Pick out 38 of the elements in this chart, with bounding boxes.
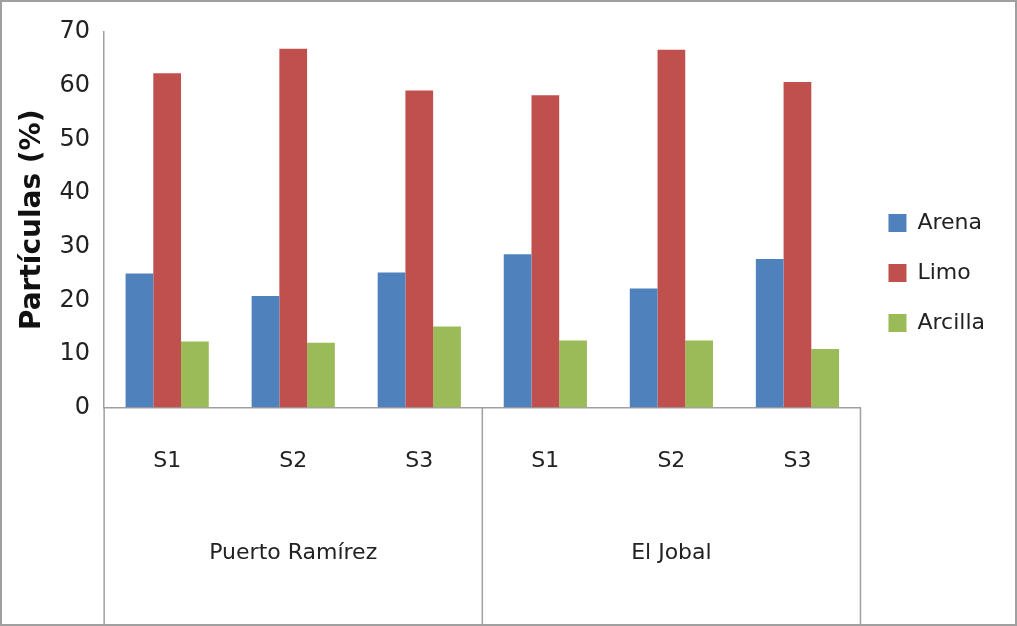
bar xyxy=(811,349,840,408)
x-tick-label: S3 xyxy=(783,446,812,472)
bar xyxy=(251,295,280,408)
bar xyxy=(181,341,209,408)
x-tick-label: S2 xyxy=(657,446,686,472)
x-tick-label: S2 xyxy=(279,446,308,472)
x-tick-label: S3 xyxy=(405,446,434,472)
y-tick-label: 10 xyxy=(59,338,91,367)
bar xyxy=(279,48,308,408)
legend-label: Arcilla xyxy=(917,308,986,334)
text: El Jobal xyxy=(631,539,712,565)
legend-label: Limo xyxy=(917,258,971,284)
y-tick-label: 40 xyxy=(59,177,91,206)
bar xyxy=(559,340,587,408)
bar xyxy=(377,272,406,408)
text: Puerto Ramírez xyxy=(209,539,378,565)
bar xyxy=(153,73,182,408)
bar xyxy=(783,81,812,408)
y-axis-title: Partículas (%) xyxy=(14,109,48,331)
y-tick-label: 0 xyxy=(74,391,91,420)
y-tick-label: 70 xyxy=(59,16,91,45)
y-tick-label: 20 xyxy=(59,284,91,313)
bar xyxy=(433,326,461,408)
bar xyxy=(657,49,686,408)
bar xyxy=(755,258,784,408)
x-tick-label: S1 xyxy=(153,446,182,472)
y-tick-label: 30 xyxy=(59,230,91,259)
bar xyxy=(503,254,532,408)
y-tick-label: 50 xyxy=(59,123,91,152)
bar xyxy=(307,342,335,408)
legend-label: Arena xyxy=(917,208,983,234)
bar xyxy=(125,273,154,408)
y-tick-label: 60 xyxy=(59,69,91,98)
bar xyxy=(405,90,434,408)
bar xyxy=(685,340,713,408)
x-tick-label: S1 xyxy=(531,446,560,472)
bar xyxy=(531,95,560,408)
bar xyxy=(629,288,658,408)
